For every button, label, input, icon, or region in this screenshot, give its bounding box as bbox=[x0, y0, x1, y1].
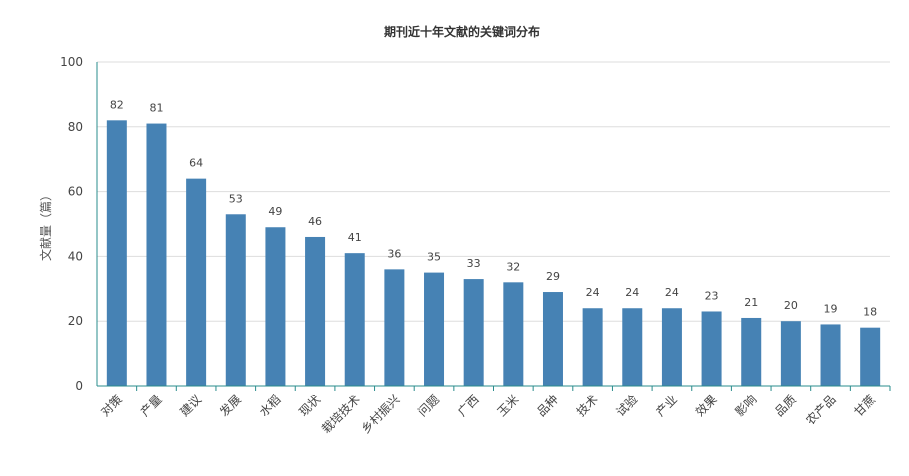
data-label: 24 bbox=[665, 286, 679, 299]
bar bbox=[463, 279, 484, 386]
x-tick-label: 发展 bbox=[216, 392, 244, 420]
data-label: 35 bbox=[427, 251, 441, 264]
bar bbox=[225, 214, 246, 386]
y-axis-label: 文献量（篇） bbox=[38, 189, 53, 261]
x-tick-label: 品种 bbox=[534, 392, 561, 419]
data-label: 19 bbox=[824, 302, 838, 315]
y-tick-label: 20 bbox=[68, 314, 83, 328]
bars bbox=[106, 120, 881, 386]
y-tick-label: 100 bbox=[60, 55, 83, 69]
bar bbox=[622, 308, 643, 386]
chart-title: 期刊近十年文献的关键词分布 bbox=[384, 24, 540, 39]
data-label: 32 bbox=[506, 260, 520, 273]
x-tick-label: 现状 bbox=[296, 392, 323, 419]
y-tick-label: 0 bbox=[75, 379, 83, 393]
bar bbox=[265, 227, 286, 386]
data-label: 41 bbox=[348, 231, 362, 244]
bar bbox=[701, 311, 722, 386]
bar bbox=[305, 236, 326, 386]
y-tick-label: 40 bbox=[68, 249, 83, 263]
data-label: 36 bbox=[387, 247, 401, 260]
bar bbox=[542, 292, 563, 386]
data-labels: 82 81 64 53 49 46 41 36 35 33 32 29 24 24 24 23 21 20 19 18 bbox=[110, 98, 877, 318]
y-tick-labels: 0 20 40 60 80 100 bbox=[60, 55, 83, 393]
bar bbox=[384, 269, 405, 386]
x-tick-label: 技术 bbox=[574, 392, 601, 419]
data-label: 21 bbox=[744, 296, 758, 309]
x-tick-label: 影响 bbox=[732, 392, 760, 420]
data-label: 29 bbox=[546, 270, 560, 283]
bar bbox=[820, 324, 841, 386]
x-tick-label: 品质 bbox=[772, 392, 799, 419]
x-tick-label: 玉米 bbox=[495, 392, 522, 419]
bar bbox=[741, 317, 762, 386]
bar bbox=[344, 253, 365, 386]
bar bbox=[860, 327, 881, 386]
bar bbox=[146, 123, 167, 386]
x-tick-label: 栽培技术 bbox=[318, 392, 363, 437]
x-tick-label: 对策 bbox=[98, 392, 125, 419]
bar bbox=[503, 282, 524, 386]
bar bbox=[186, 178, 207, 386]
x-tick-label: 产量 bbox=[138, 392, 165, 419]
data-label: 24 bbox=[625, 286, 639, 299]
x-tick-label: 问题 bbox=[415, 392, 442, 419]
data-label: 23 bbox=[705, 289, 719, 302]
bar bbox=[780, 321, 801, 386]
bar bbox=[424, 272, 445, 386]
bar bbox=[582, 308, 603, 386]
x-tick-label: 水稻 bbox=[257, 392, 284, 419]
x-tick-label: 甘蔗 bbox=[851, 392, 878, 419]
x-tick-label: 广西 bbox=[455, 392, 482, 419]
data-label: 18 bbox=[863, 306, 877, 319]
data-label: 82 bbox=[110, 98, 124, 111]
data-label: 24 bbox=[586, 286, 600, 299]
x-tick-label: 建议 bbox=[177, 392, 204, 419]
data-label: 33 bbox=[467, 257, 481, 270]
data-label: 20 bbox=[784, 299, 798, 312]
x-tick-label: 乡村振兴 bbox=[359, 392, 403, 436]
data-label: 49 bbox=[268, 205, 282, 218]
x-tick-label: 效果 bbox=[692, 392, 720, 420]
y-tick-label: 60 bbox=[68, 185, 83, 199]
x-tick-label: 试验 bbox=[613, 392, 641, 420]
data-label: 53 bbox=[229, 192, 243, 205]
x-tick-label: 产业 bbox=[653, 392, 680, 419]
x-tick-label: 农产品 bbox=[803, 392, 838, 427]
data-label: 81 bbox=[149, 102, 163, 115]
axes bbox=[96, 62, 891, 391]
data-label: 64 bbox=[189, 157, 203, 170]
data-label: 46 bbox=[308, 215, 322, 228]
grid-lines bbox=[97, 61, 890, 322]
bar bbox=[106, 120, 127, 386]
y-tick-label: 80 bbox=[68, 120, 83, 134]
bar bbox=[661, 308, 682, 386]
